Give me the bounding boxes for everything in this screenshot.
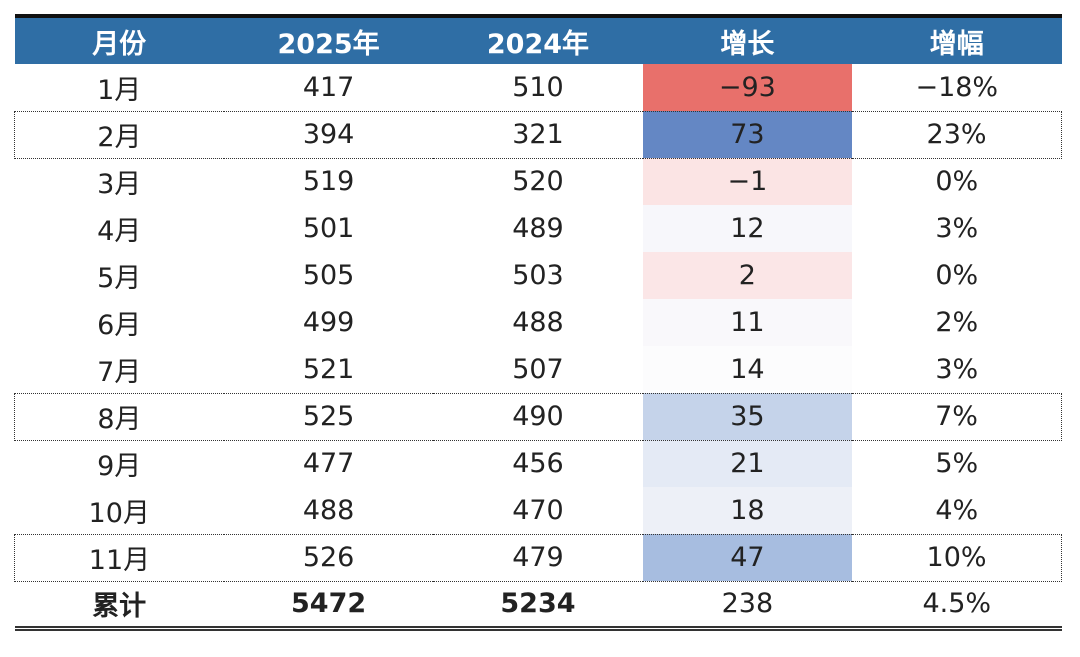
table-cell: 479 xyxy=(433,533,643,582)
table-cell: 21 xyxy=(642,440,853,487)
table-cell: 490 xyxy=(433,392,643,441)
table-cell: 503 xyxy=(512,260,564,291)
table-row: 10月 488 470 18 4% xyxy=(15,487,1062,534)
total-cell: 5472 xyxy=(291,588,367,619)
total-cell: 5234 xyxy=(500,588,576,619)
table-cell: 505 xyxy=(302,260,355,291)
table-row: 9月 477 456 21 5% xyxy=(15,440,1062,487)
table-row: 4月 501 489 12 3% xyxy=(15,205,1062,252)
table-row: 8月 525 490 35 7% xyxy=(13,392,1063,441)
table-cell: 4% xyxy=(935,494,979,526)
table-cell: 0% xyxy=(935,260,979,291)
table-cell: 8月 xyxy=(13,392,224,441)
table-row: 3月 519 520 −1 0% xyxy=(15,158,1062,205)
table-row: 1月 417 510 −93 −18% xyxy=(15,64,1062,111)
total-row: 累计 5472 5234 238 4.5% xyxy=(15,581,1062,628)
header-row: 月份 2025年 2024年 增长 增幅 xyxy=(14,16,1062,64)
table-cell: 47 xyxy=(642,533,853,582)
table-cell: 10月 xyxy=(88,497,150,529)
table-cell: 3月 xyxy=(97,169,142,201)
table-cell: 7月 xyxy=(97,356,142,388)
table-cell: 23% xyxy=(852,110,1063,159)
table-body: 1月 417 510 −93 −18% 2月 394 321 73 23% 3月 519 520 −1 0%… xyxy=(13,64,1063,628)
table-cell: 510 xyxy=(512,71,564,103)
table-cell: 6月 xyxy=(97,310,142,341)
table-cell: 321 xyxy=(433,110,643,159)
table-cell: 9月 xyxy=(97,451,142,483)
table-cell: 521 xyxy=(302,353,355,385)
table-cell: 73 xyxy=(642,110,853,159)
total-cell: 累计 xyxy=(92,591,147,622)
table-cell: 470 xyxy=(512,494,564,526)
table-cell: 499 xyxy=(302,307,355,338)
table-cell: 0% xyxy=(935,166,979,198)
table-cell: 3% xyxy=(935,213,979,244)
table-cell: 2% xyxy=(935,307,979,338)
table-cell: −93 xyxy=(642,64,853,111)
table-cell: 394 xyxy=(223,110,434,159)
table-cell: 519 xyxy=(302,166,355,198)
table-cell: 526 xyxy=(223,533,434,582)
table-cell: 1月 xyxy=(97,74,142,106)
table-cell: 456 xyxy=(512,448,564,480)
table-cell: 2 xyxy=(642,252,853,299)
header-cell: 增幅 xyxy=(852,16,1062,64)
table-row: 2月 394 321 73 23% xyxy=(13,110,1063,159)
table-cell: 18 xyxy=(642,487,853,534)
table-row: 11月 526 479 47 10% xyxy=(13,533,1063,582)
table-cell: 12 xyxy=(642,205,853,252)
header-cell: 月份 xyxy=(14,16,224,64)
total-cell: 238 xyxy=(721,588,774,619)
table-cell: 525 xyxy=(223,392,434,441)
table-cell: 7% xyxy=(852,392,1063,441)
table-cell: 417 xyxy=(302,71,355,103)
table-cell: 11月 xyxy=(13,533,224,582)
table-cell: 14 xyxy=(642,346,853,393)
table-cell: 4月 xyxy=(97,216,142,247)
table-cell: 10% xyxy=(852,533,1063,582)
header-cell: 2024年 xyxy=(433,16,643,64)
table-cell: −1 xyxy=(642,158,853,205)
table-cell: 507 xyxy=(512,353,564,385)
table-cell: 5月 xyxy=(97,263,142,294)
header-cell: 增长 xyxy=(642,16,853,64)
table-cell: 489 xyxy=(512,213,564,244)
table-cell: 501 xyxy=(302,213,355,244)
table-cell: 477 xyxy=(302,448,355,480)
table-cell: 2月 xyxy=(13,110,224,159)
table-cell: 488 xyxy=(302,494,355,526)
table-row: 5月 505 503 2 0% xyxy=(15,252,1062,299)
table-wrap: 月份 2025年 2024年 增长 增幅 1月 417 510 −93 −18% 2月 394 321… xyxy=(13,14,1063,631)
table-row: 7月 521 507 14 3% xyxy=(15,346,1062,393)
table-cell: 520 xyxy=(512,166,564,198)
table: 月份 2025年 2024年 增长 增幅 1月 417 510 −93 −18% 2月 394 321… xyxy=(13,14,1063,631)
table-row: 6月 499 488 11 2% xyxy=(15,299,1062,346)
table-cell: 488 xyxy=(512,307,564,338)
table-head: 月份 2025年 2024年 增长 增幅 xyxy=(14,16,1062,64)
table-cell: −18% xyxy=(915,71,999,103)
table-cell: 35 xyxy=(642,392,853,441)
total-cell: 4.5% xyxy=(922,588,992,619)
table-cell: 5% xyxy=(935,448,979,480)
table-cell: 11 xyxy=(642,299,853,346)
header-cell: 2025年 xyxy=(223,16,434,64)
table-cell: 3% xyxy=(935,353,979,385)
